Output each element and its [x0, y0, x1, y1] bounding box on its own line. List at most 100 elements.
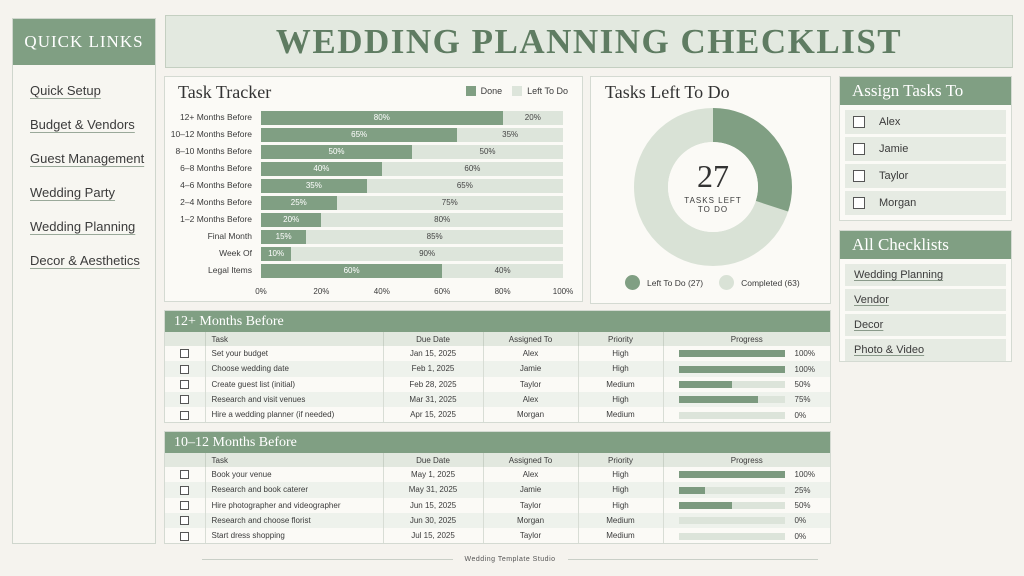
bar-left-segment: 80% 20%	[261, 111, 563, 125]
task-checkbox[interactable]	[180, 470, 190, 480]
bar-row: Week Of 10% 90%	[165, 247, 584, 261]
checklist-item-vendor[interactable]: Vendor	[845, 289, 1006, 311]
assign-tasks-title: Assign Tasks To	[840, 77, 1011, 105]
col-assigned: Assigned To	[483, 453, 579, 467]
bar-done-segment	[261, 128, 458, 142]
row-checkbox-cell	[165, 407, 206, 423]
task-name: Research and book caterer	[205, 482, 384, 498]
task-checkbox[interactable]	[180, 410, 190, 420]
footer: Wedding Template Studio	[190, 553, 830, 565]
progress-cell: 100%	[663, 361, 830, 377]
progress-label: 0%	[794, 516, 807, 526]
checklist-link[interactable]: Wedding Planning	[854, 269, 944, 281]
bar-done-segment	[261, 213, 322, 227]
donut-hole	[668, 142, 758, 232]
task-checkbox[interactable]	[180, 516, 190, 526]
table-row: Research and visit venues Mar 31, 2025 Ale…	[165, 391, 830, 408]
sidebar-item-guest-management[interactable]: Guest Management	[30, 151, 155, 185]
assign-checkbox[interactable]	[853, 170, 865, 182]
donut-legend-completed: Completed (63)	[719, 275, 800, 290]
priority: Medium	[578, 376, 664, 392]
progress-bar	[678, 517, 785, 525]
checklist-item-wedding-planning[interactable]: Wedding Planning	[845, 264, 1006, 286]
section-title: 12+ Months Before	[165, 311, 830, 332]
sidebar-link[interactable]: Guest Management	[30, 151, 145, 166]
sidebar-item-wedding-planning[interactable]: Wedding Planning	[30, 219, 155, 253]
col-progress: Progress	[663, 453, 830, 467]
sidebar-item-budget-vendors[interactable]: Budget & Vendors	[30, 117, 155, 151]
bar-left-value: 65%	[456, 181, 473, 190]
priority: Medium	[578, 512, 664, 529]
row-checkbox-cell	[165, 376, 206, 392]
bar-done-value: 35%	[305, 181, 322, 190]
row-checkbox-cell	[165, 361, 206, 377]
bar-left-segment: 50% 50%	[261, 145, 563, 159]
assignee-name: Morgan	[879, 197, 917, 209]
assign-row-morgan[interactable]: Morgan	[845, 191, 1006, 215]
assign-row-jamie[interactable]: Jamie	[845, 137, 1006, 161]
assigned-to: Alex	[483, 346, 579, 362]
all-checklists-title: All Checklists	[840, 231, 1011, 259]
progress-cell: 0%	[663, 512, 830, 529]
assignee-name: Taylor	[879, 170, 909, 182]
task-checkbox[interactable]	[180, 349, 190, 359]
bar-category-label: 6–8 Months Before	[180, 163, 252, 173]
tasks-left-count: 27	[697, 157, 729, 194]
assigned-to: Jamie	[483, 482, 579, 498]
task-checkbox[interactable]	[180, 379, 190, 389]
assign-checkbox[interactable]	[853, 116, 865, 128]
checklist-link[interactable]: Vendor	[854, 294, 889, 306]
progress-bar	[678, 501, 785, 509]
legend-swatch-left	[512, 86, 523, 96]
bar-done-segment	[261, 196, 337, 210]
task-checkbox[interactable]	[180, 364, 190, 374]
bar-left-value: 20%	[524, 113, 541, 122]
task-name: Start dress shopping	[205, 528, 384, 544]
assign-checkbox[interactable]	[853, 143, 865, 155]
tasks-left-title: Tasks Left To Do	[605, 82, 730, 102]
sidebar-link[interactable]: Budget & Vendors	[30, 117, 135, 132]
table-row: Research and choose florist Jun 30, 2025 M…	[165, 512, 830, 529]
bar-left-segment: 15% 85%	[261, 230, 563, 244]
x-axis: 0% 20% 40% 60% 80% 100%	[255, 287, 573, 299]
sidebar-link[interactable]: Wedding Planning	[30, 219, 136, 234]
chart-legend: Done Left To Do	[465, 86, 568, 96]
task-name: Book your venue	[205, 467, 384, 483]
assign-row-alex[interactable]: Alex	[845, 110, 1006, 134]
col-checkbox	[165, 453, 206, 467]
due-date: Mar 31, 2025	[383, 391, 484, 408]
due-date: May 31, 2025	[383, 482, 484, 498]
checklist-item-decor[interactable]: Decor	[845, 314, 1006, 336]
legend-done: Done	[465, 86, 502, 96]
task-checkbox[interactable]	[180, 500, 190, 510]
sidebar-item-decor-aesthetics[interactable]: Decor & Aesthetics	[30, 253, 155, 287]
x-tick-label: 60%	[434, 287, 451, 296]
bar-left-value: 40%	[494, 266, 511, 275]
checklist-link[interactable]: Photo & Video	[854, 344, 925, 356]
row-checkbox-cell	[165, 391, 206, 408]
sidebar-link[interactable]: Quick Setup	[30, 83, 101, 98]
tasks-left-label: TASKS LEFT TO DO	[684, 195, 742, 214]
task-checkbox[interactable]	[180, 531, 190, 541]
progress-bar	[678, 350, 785, 358]
donut-legend-left: Left To Do (27)	[625, 275, 703, 290]
progress-bar	[678, 411, 785, 419]
sidebar-item-wedding-party[interactable]: Wedding Party	[30, 185, 155, 219]
bar-row: Legal Items 60% 40%	[165, 264, 584, 278]
checklist-link[interactable]: Decor	[854, 319, 884, 331]
bar-left-value: 80%	[434, 215, 451, 224]
assign-row-taylor[interactable]: Taylor	[845, 164, 1006, 188]
progress-cell: 100%	[663, 467, 830, 482]
sidebar-link[interactable]: Decor & Aesthetics	[30, 253, 140, 268]
sidebar-link[interactable]: Wedding Party	[30, 185, 116, 200]
sidebar-item-quick-setup[interactable]: Quick Setup	[30, 83, 155, 117]
row-checkbox-cell	[165, 482, 206, 498]
assigned-to: Morgan	[483, 512, 579, 529]
task-checkbox[interactable]	[180, 395, 190, 405]
bar-category-label: Legal Items	[208, 265, 252, 275]
checklist-item-photo-video[interactable]: Photo & Video	[845, 339, 1006, 361]
bar-done-value: 40%	[313, 164, 330, 173]
progress-label: 100%	[794, 470, 815, 480]
task-checkbox[interactable]	[180, 485, 190, 495]
assign-checkbox[interactable]	[853, 197, 865, 209]
